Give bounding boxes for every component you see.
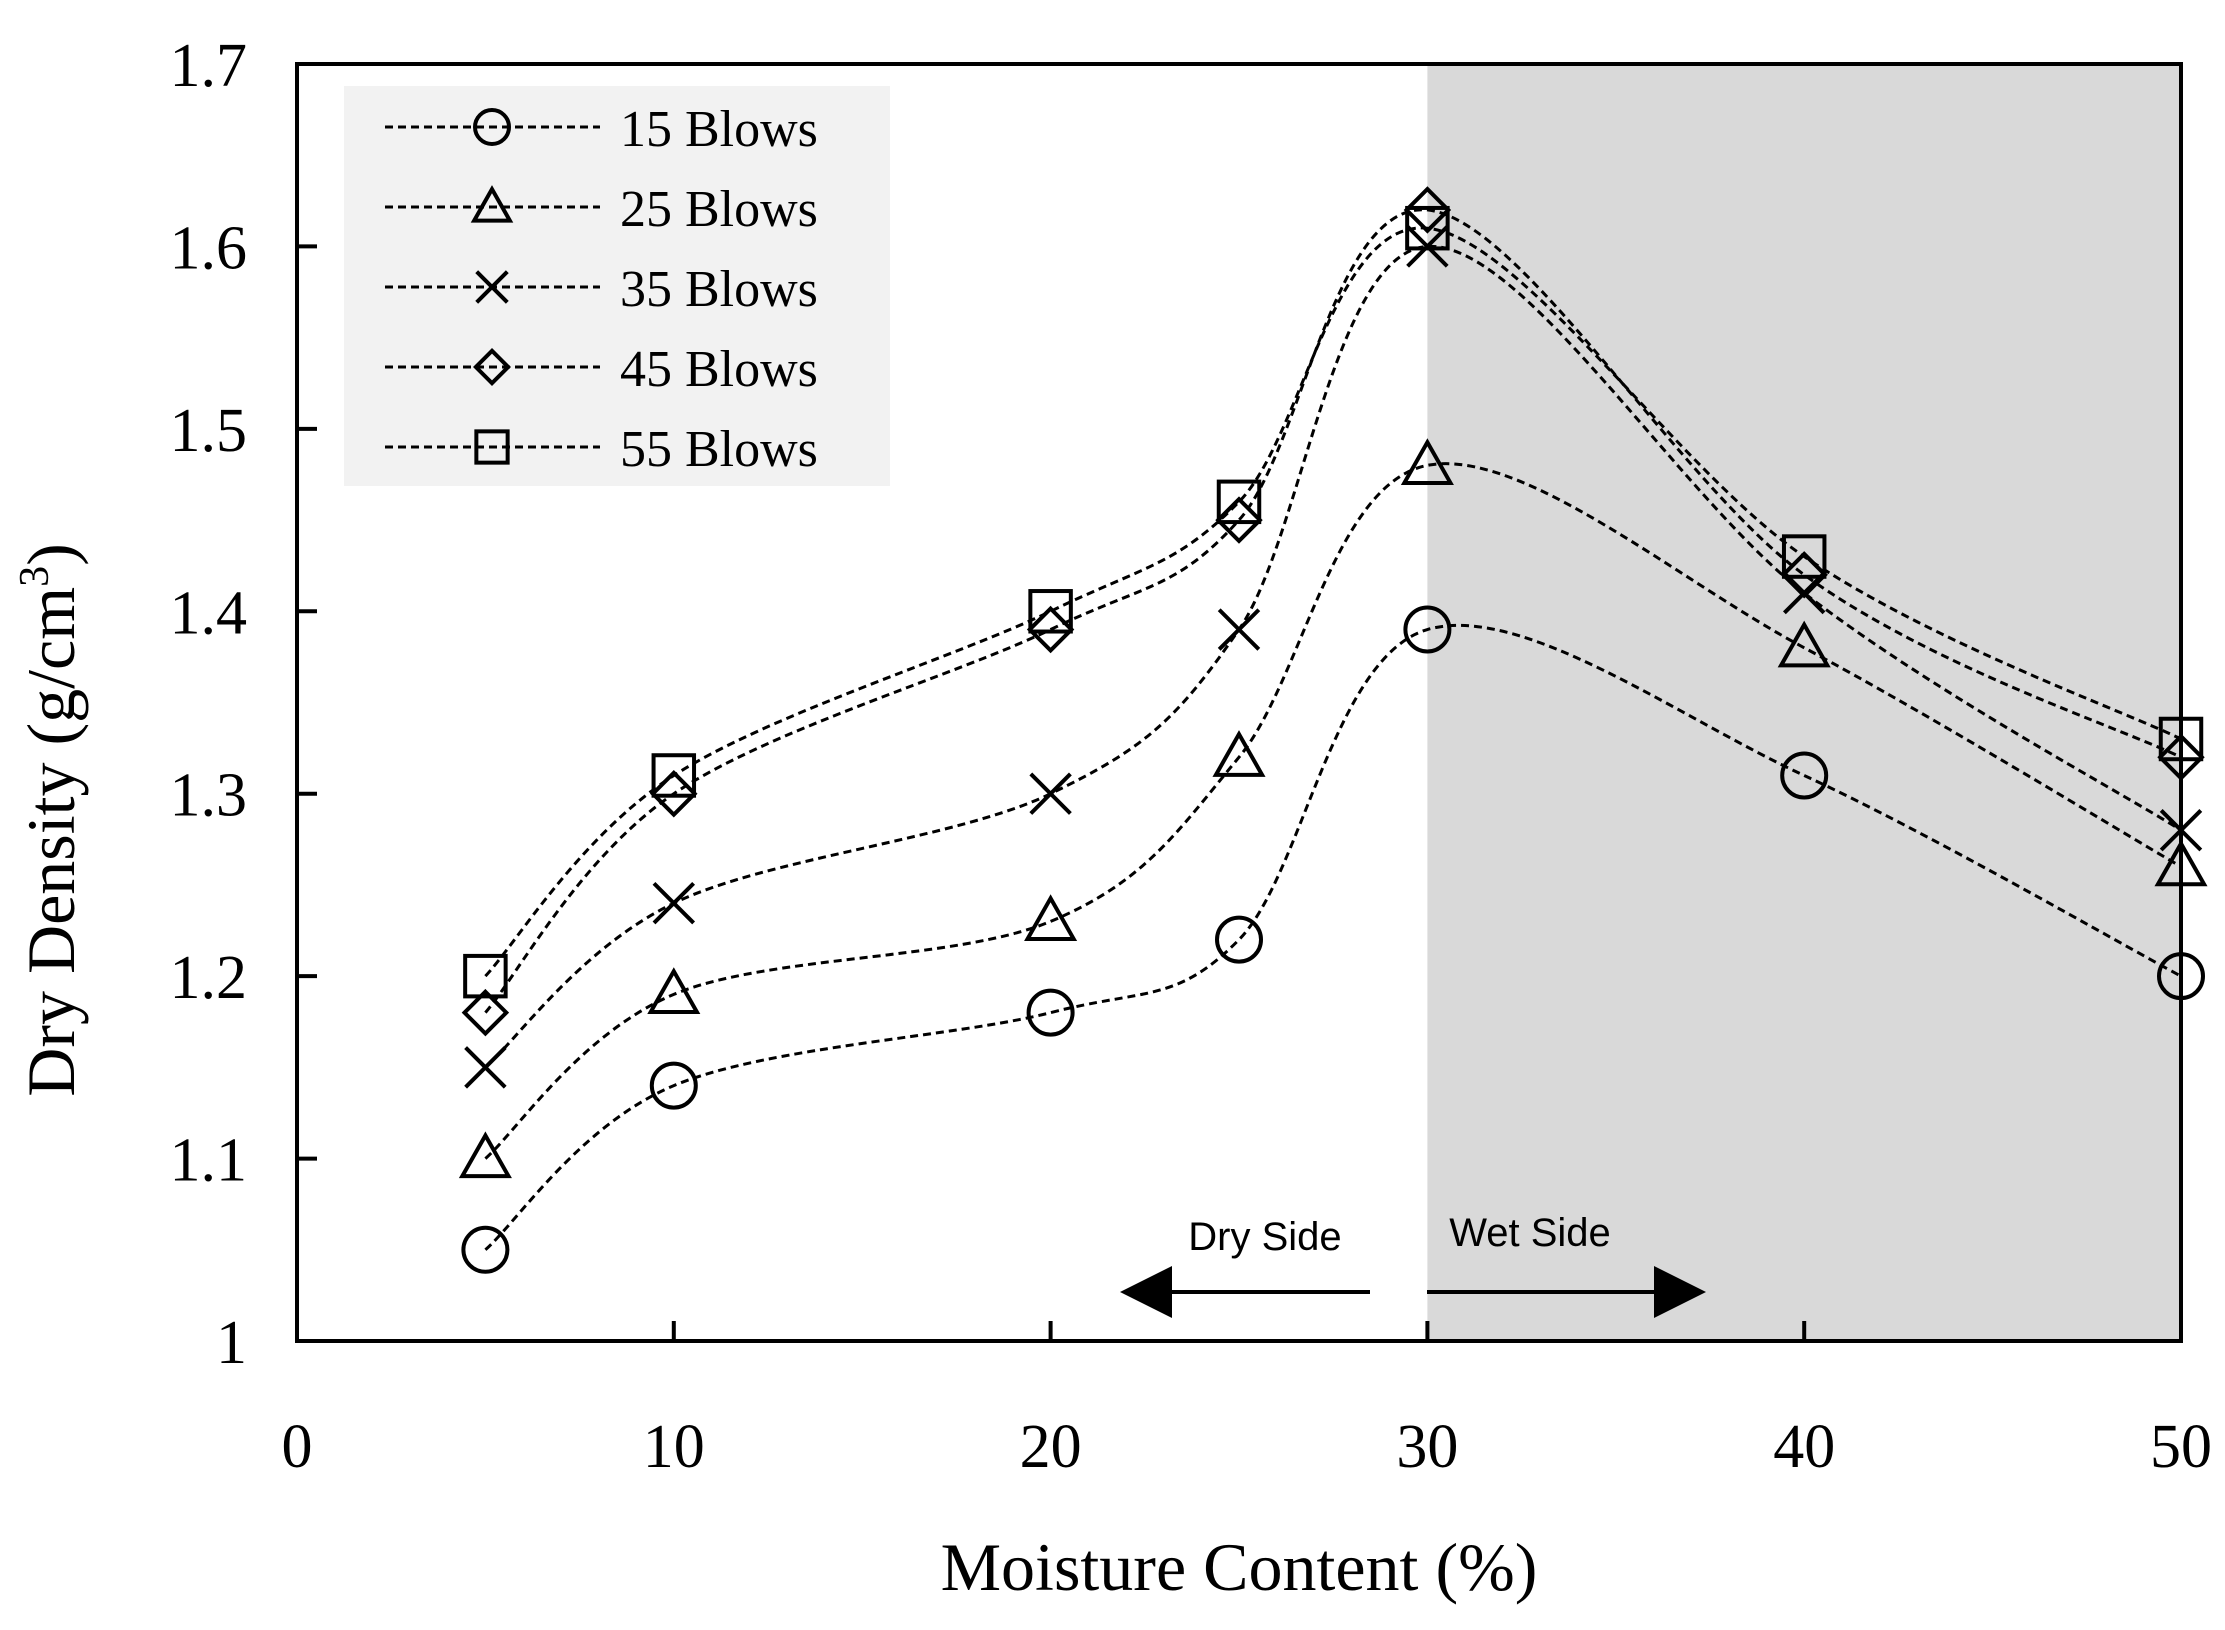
legend-marker-circle [473,108,511,146]
data-point-triangle [1024,894,1078,942]
data-point-square [1781,534,1827,579]
wet-side-label: Wet Side [1449,1211,1611,1255]
data-point-diamond [1403,186,1452,234]
data-point-circle [1026,988,1075,1037]
legend: 15 Blows 25 Blows 35 Blows 45 Blows 55 Blows [385,101,818,478]
series-layer [458,186,2208,1274]
data-point-triangle [647,967,701,1014]
wet-side-arrowhead-icon [1654,1266,1706,1318]
data-point-cross [1217,608,1261,651]
data-point-diamond [650,769,698,818]
y-axis-title-superscript: 3 [12,566,58,587]
y-axis-title-close: ) [13,543,89,566]
legend-marker-cross [475,270,509,304]
y-tick-label: 1.7 [170,32,248,100]
data-point-circle [1780,751,1829,800]
series-line-triangle [484,462,2182,1160]
data-point-diamond [1780,551,1828,599]
x-tick-label: 10 [643,1413,705,1481]
legend-marker-square [474,429,510,465]
legend-label: 35 Blows [620,261,818,318]
legend-label: 15 Blows [620,101,818,158]
data-point-square [651,753,697,798]
y-tick-label: 1 [216,1309,247,1377]
data-point-circle [1403,605,1452,654]
series-line-circle [484,623,2182,1251]
data-point-circle [1215,915,1263,964]
x-tick-label: 50 [2150,1413,2212,1481]
y-tick-label: 1.3 [170,762,248,830]
legend-label: 55 Blows [620,421,818,478]
data-point-square [1028,589,1073,634]
legend-label: 45 Blows [620,341,818,398]
y-axis-title-main: Dry Density (g/cm [13,587,89,1097]
y-tick-label: 1.4 [170,579,248,647]
shaded-wet-region [1427,64,2181,1341]
data-point-triangle [1212,730,1266,777]
plot-frame [295,62,2183,1343]
x-tick-label: 0 [282,1413,313,1481]
series-line-square [484,226,2182,978]
y-tick-label: 1.5 [170,397,248,465]
y-axis-title: Dry Density (g/cm3) [12,543,89,1097]
data-point-diamond [461,988,510,1037]
x-tick-label: 20 [1020,1413,1082,1481]
legend-label: 25 Blows [620,181,818,238]
data-point-cross [1029,772,1072,815]
x-tick-label: 30 [1396,1413,1458,1481]
y-tick-label: 1.1 [170,1127,248,1195]
data-point-cross [464,1046,507,1089]
x-axis-title: Moisture Content (%) [941,1529,1538,1605]
ticks-layer: 1 1.1 1.2 1.3 1.4 1.5 1.6 1.7 0 10 20 30 40 50 [170,32,2213,1481]
data-point-triangle [458,1131,512,1179]
data-point-diamond [1215,496,1263,544]
x-tick-label: 40 [1773,1413,1835,1481]
dry-side-arrowhead-icon [1120,1266,1172,1318]
data-point-circle [649,1061,698,1110]
legend-box [344,86,890,486]
legend-marker-triangle [470,185,514,223]
data-point-square [463,953,508,999]
y-tick-label: 1.2 [170,944,248,1012]
data-point-triangle [1777,620,1831,668]
data-point-triangle [1400,438,1454,485]
y-tick-label: 1.6 [170,214,248,282]
dry-side-label: Dry Side [1188,1215,1341,1259]
data-point-square [1216,479,1262,525]
legend-marker-diamond [473,348,511,386]
data-point-cross [652,881,696,925]
data-point-square [1405,205,1450,251]
data-point-circle [461,1225,510,1274]
data-point-diamond [1026,605,1075,654]
